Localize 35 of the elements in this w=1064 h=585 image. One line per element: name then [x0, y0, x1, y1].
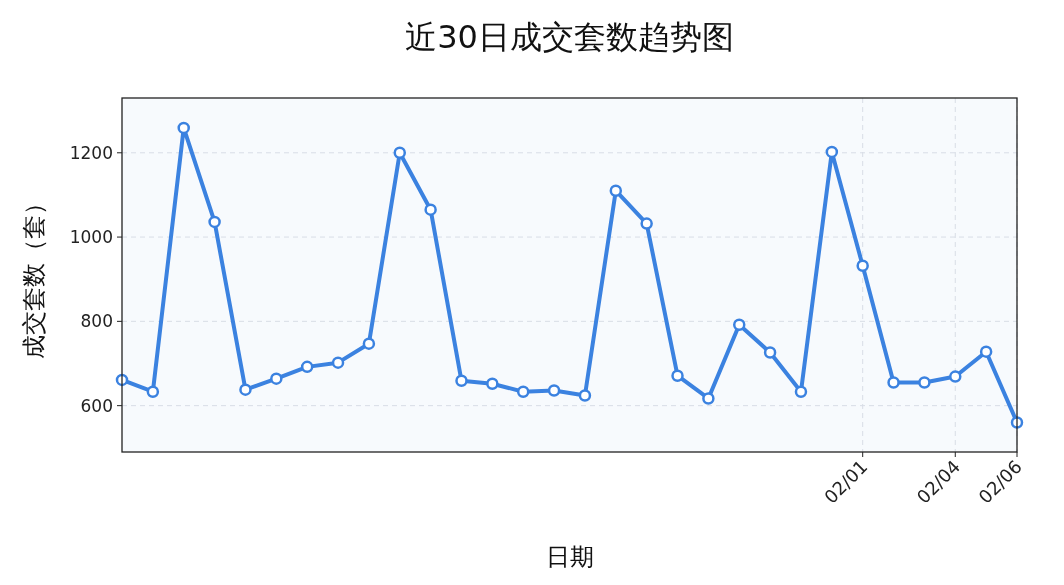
chart-title: 近30日成交套数趋势图	[405, 18, 734, 56]
point	[949, 370, 962, 383]
point	[455, 374, 468, 388]
point	[702, 392, 715, 405]
x-axis-title: 日期	[545, 543, 594, 571]
point	[300, 360, 314, 374]
point	[578, 389, 592, 402]
point	[979, 345, 993, 358]
point	[146, 385, 160, 398]
point	[486, 377, 499, 390]
point	[362, 337, 376, 350]
point	[547, 384, 561, 397]
point	[918, 376, 931, 389]
point	[424, 203, 437, 216]
point	[516, 385, 530, 398]
point	[331, 356, 345, 369]
y-axis-title: 成交套数（套）	[20, 191, 48, 359]
point	[794, 385, 808, 398]
y-tick-label: 1200	[69, 142, 113, 163]
point	[393, 146, 407, 160]
point	[239, 383, 252, 396]
y-tick-label: 600	[80, 395, 113, 416]
point	[887, 376, 900, 389]
point	[732, 318, 746, 331]
y-tick-label: 1000	[69, 227, 113, 248]
point	[640, 217, 653, 230]
point	[609, 184, 623, 197]
point	[856, 259, 869, 272]
point	[825, 145, 839, 159]
y-tick-label: 800	[80, 311, 113, 332]
point	[208, 215, 221, 229]
point	[763, 346, 777, 359]
point	[671, 369, 684, 382]
point	[270, 372, 283, 385]
point	[177, 121, 190, 135]
